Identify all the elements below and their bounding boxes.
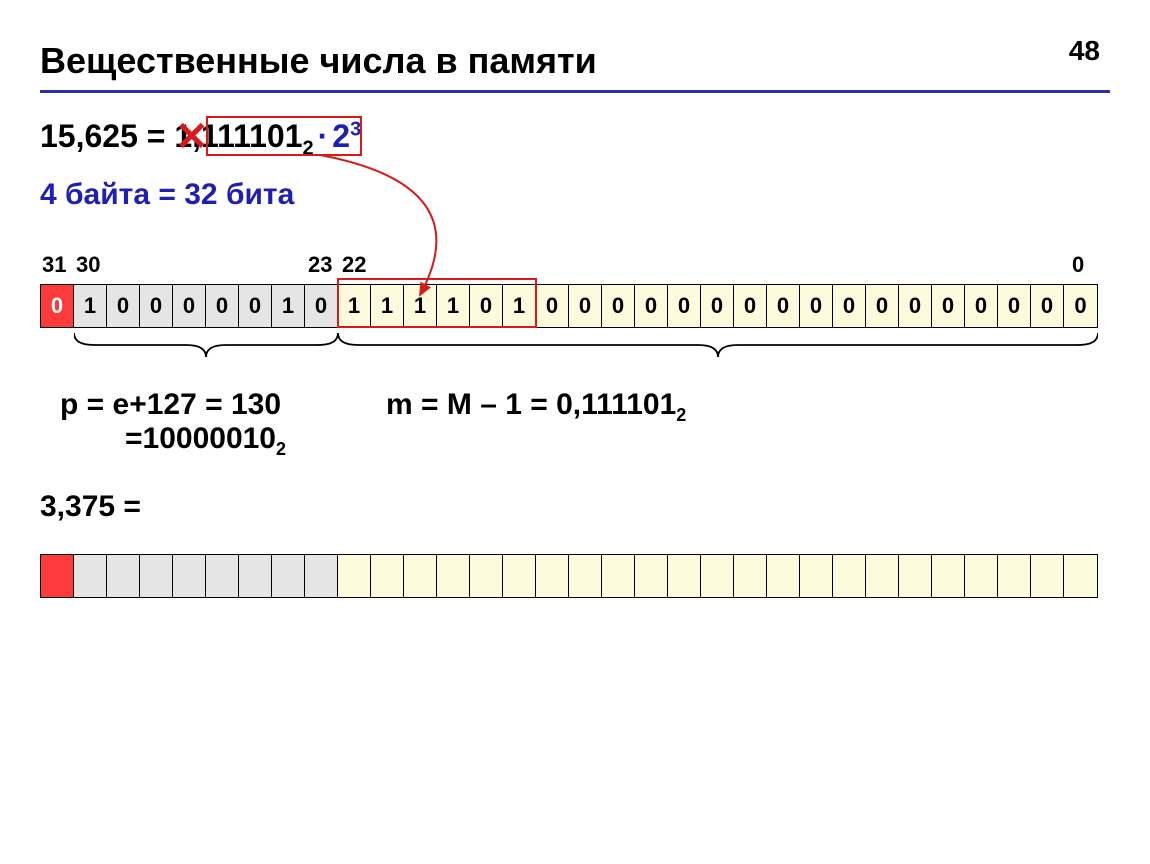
bit-diagram-1: 31 30 23 22 0 01000001011110100000000000… <box>40 252 1110 378</box>
mant-line: m = M – 1 = 0,111101 <box>386 388 676 421</box>
bit2-mant-0 <box>338 555 371 597</box>
bit-mant-4: 0 <box>470 285 503 327</box>
bit-label-30: 30 <box>76 252 100 278</box>
slide-title: Вещественные числа в памяти <box>40 40 1110 82</box>
bit-position-labels: 31 30 23 22 0 <box>40 252 1110 280</box>
bit-mant-16: 0 <box>866 285 899 327</box>
bit-exp-1: 0 <box>107 285 140 327</box>
bit2-sign <box>41 555 74 597</box>
bit-mant-7: 0 <box>569 285 602 327</box>
bit2-exp-6 <box>272 555 305 597</box>
bit-mant-1: 1 <box>371 285 404 327</box>
brace-row <box>40 328 1110 378</box>
bit-mant-9: 0 <box>635 285 668 327</box>
exponent-explanation: p = e+127 = 130 =100000102 <box>60 388 286 460</box>
bit2-mant-7 <box>569 555 602 597</box>
bit-exp-6: 1 <box>272 285 305 327</box>
formula-exponent: 3 <box>350 118 361 140</box>
brace-mantissa-icon <box>338 333 1098 363</box>
bytes-subtitle: 4 байта = 32 бита <box>40 178 1110 212</box>
exp-line2: =10000010 <box>125 422 276 455</box>
formula-decimal: 15,625 <box>40 118 138 154</box>
bit2-exp-0 <box>74 555 107 597</box>
bit-mant-12: 0 <box>734 285 767 327</box>
bit2-exp-1 <box>107 555 140 597</box>
bit2-mant-8 <box>602 555 635 597</box>
bit-mant-6: 0 <box>536 285 569 327</box>
mant-line-sub: 2 <box>676 405 686 425</box>
bit-exp-2: 0 <box>140 285 173 327</box>
explanation-row: p = e+127 = 130 =100000102 m = M – 1 = 0… <box>40 388 1110 460</box>
mantissa-explanation: m = M – 1 = 0,1111012 <box>386 388 686 460</box>
bit2-mant-10 <box>668 555 701 597</box>
formula-mantissa: 111101 <box>201 118 302 154</box>
page-number: 48 <box>1069 35 1100 67</box>
bit-exp-7: 0 <box>305 285 338 327</box>
exp-line2-sub: 2 <box>276 439 286 459</box>
bit-row-empty <box>40 554 1098 598</box>
bit-mant-19: 0 <box>965 285 998 327</box>
bit-label-23: 23 <box>308 252 332 278</box>
formula-equals: = <box>138 118 174 154</box>
bit2-mant-6 <box>536 555 569 597</box>
bit2-mant-2 <box>404 555 437 597</box>
bit-exp-5: 0 <box>239 285 272 327</box>
bit2-mant-20 <box>998 555 1031 597</box>
bit-mant-14: 0 <box>800 285 833 327</box>
bit-mant-15: 0 <box>833 285 866 327</box>
exp-line1: p = e+127 = 130 <box>60 388 281 421</box>
bit2-mant-3 <box>437 555 470 597</box>
bit2-mant-22 <box>1064 555 1097 597</box>
brace-exponent-icon <box>74 333 338 363</box>
bit2-mant-19 <box>965 555 998 597</box>
bit-exp-4: 0 <box>206 285 239 327</box>
bit-row-filled: 01000001011110100000000000000000 <box>40 284 1098 328</box>
bit2-exp-5 <box>239 555 272 597</box>
bit2-mant-4 <box>470 555 503 597</box>
bit2-mant-21 <box>1031 555 1064 597</box>
title-underline <box>40 90 1110 93</box>
bit2-mant-13 <box>767 555 800 597</box>
bit-mant-8: 0 <box>602 285 635 327</box>
bit2-mant-16 <box>866 555 899 597</box>
bit-mant-2: 1 <box>404 285 437 327</box>
bit2-mant-15 <box>833 555 866 597</box>
bit-mant-13: 0 <box>767 285 800 327</box>
bit-mant-22: 0 <box>1064 285 1097 327</box>
bit2-exp-7 <box>305 555 338 597</box>
bit-mant-5: 1 <box>503 285 536 327</box>
bit2-mant-14 <box>800 555 833 597</box>
bit-mant-17: 0 <box>899 285 932 327</box>
bit-mant-0: 1 <box>338 285 371 327</box>
bit-label-22: 22 <box>342 252 366 278</box>
bit2-mant-18 <box>932 555 965 597</box>
bit2-mant-17 <box>899 555 932 597</box>
bit-label-0: 0 <box>1072 252 1084 278</box>
bit2-exp-4 <box>206 555 239 597</box>
bit-mant-20: 0 <box>998 285 1031 327</box>
bit2-mant-12 <box>734 555 767 597</box>
bit2-exp-3 <box>173 555 206 597</box>
bit2-mant-1 <box>371 555 404 597</box>
formula-dot: · <box>318 118 329 154</box>
bit-label-31: 31 <box>42 252 66 278</box>
bit2-mant-11 <box>701 555 734 597</box>
bit-exp-0: 1 <box>74 285 107 327</box>
task-prompt: 3,375 = <box>40 490 1110 524</box>
bit-mant-21: 0 <box>1031 285 1064 327</box>
bit2-exp-2 <box>140 555 173 597</box>
bit-mant-3: 1 <box>437 285 470 327</box>
bit-mant-11: 0 <box>701 285 734 327</box>
bit-mant-18: 0 <box>932 285 965 327</box>
formula-decimal-to-binary: 15,625 = 1,1111012·23 ✕ <box>40 118 361 160</box>
formula-base: 2 <box>332 118 350 154</box>
bit-mant-10: 0 <box>668 285 701 327</box>
bit-sign: 0 <box>41 285 74 327</box>
bit2-mant-9 <box>635 555 668 597</box>
formula-one: 1, <box>174 118 201 154</box>
formula-sub-2: 2 <box>303 137 314 159</box>
bit2-mant-5 <box>503 555 536 597</box>
bit-exp-3: 0 <box>173 285 206 327</box>
